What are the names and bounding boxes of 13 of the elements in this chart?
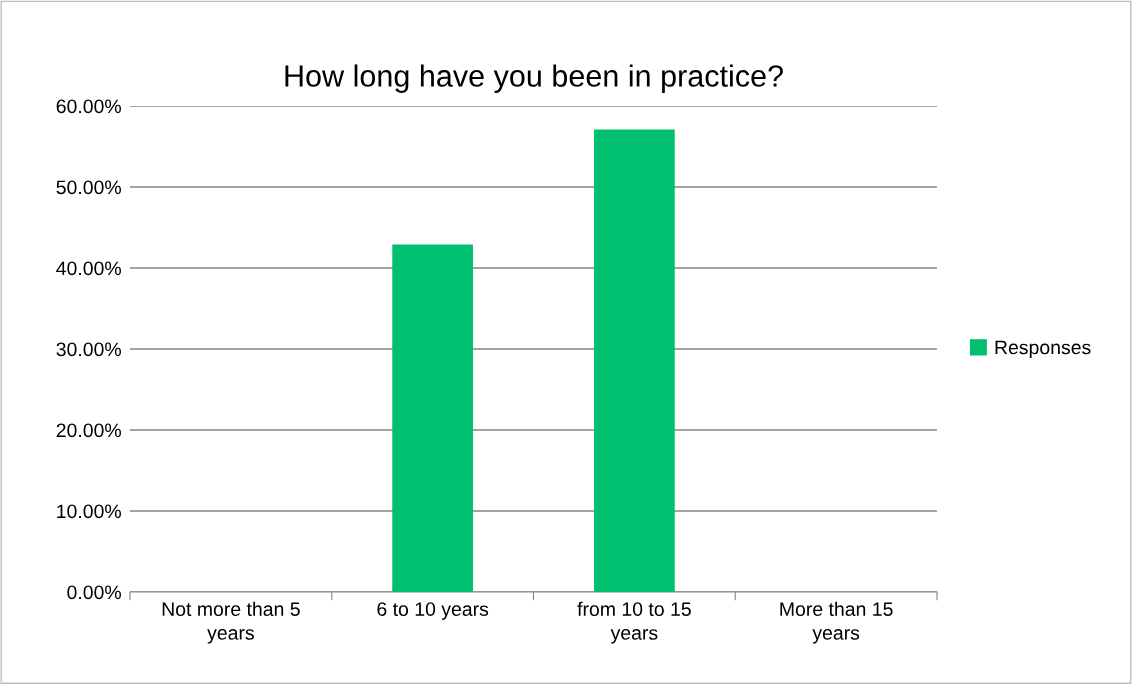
legend-label: Responses	[995, 340, 1091, 359]
chart-title: How long have you been in practice?	[285, 64, 783, 93]
x-tick-label: from 10 to 15 years	[577, 601, 691, 644]
x-tick-label: More than 15 years	[780, 601, 893, 644]
y-tick-label: 40.00%	[56, 261, 121, 276]
y-tick-label: 60.00%	[56, 99, 121, 114]
y-tick-label: 50.00%	[56, 180, 121, 195]
y-tick-label: 0.00%	[67, 585, 121, 600]
x-tick-label: Not more than 5 years	[162, 601, 300, 644]
y-tick-label: 30.00%	[56, 342, 121, 357]
y-tick-label: 10.00%	[57, 504, 121, 519]
y-tick-label: 20.00%	[56, 423, 121, 438]
x-tick-label: 6 to 10 years	[377, 602, 489, 620]
